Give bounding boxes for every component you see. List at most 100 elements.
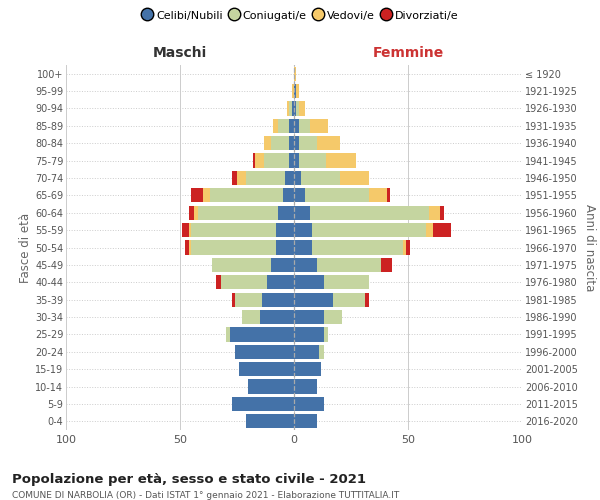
Bar [294, 344, 319, 359]
Bar [294, 188, 305, 202]
Y-axis label: Fasce di età: Fasce di età [19, 212, 32, 282]
Bar [294, 380, 317, 394]
Bar [274, 118, 278, 133]
Bar [312, 223, 426, 237]
Bar [294, 397, 323, 411]
Bar [289, 102, 292, 116]
Bar [185, 240, 189, 254]
Bar [433, 223, 451, 237]
Bar [365, 292, 369, 307]
Bar [289, 136, 294, 150]
Bar [191, 240, 276, 254]
Bar [406, 240, 410, 254]
Bar [323, 328, 328, 342]
Bar [248, 380, 294, 394]
Bar [317, 136, 340, 150]
Bar [253, 154, 255, 168]
Bar [278, 118, 289, 133]
Bar [278, 206, 294, 220]
Bar [294, 118, 299, 133]
Bar [428, 206, 440, 220]
Bar [301, 171, 340, 185]
Bar [246, 414, 294, 428]
Bar [232, 292, 235, 307]
Bar [260, 310, 294, 324]
Bar [292, 84, 294, 98]
Bar [182, 223, 189, 237]
Bar [239, 362, 294, 376]
Bar [388, 188, 390, 202]
Bar [294, 171, 301, 185]
Bar [221, 275, 266, 289]
Bar [369, 188, 388, 202]
Bar [294, 258, 317, 272]
Bar [323, 310, 342, 324]
Bar [198, 206, 278, 220]
Bar [265, 136, 271, 150]
Bar [235, 292, 262, 307]
Text: Popolazione per età, sesso e stato civile - 2021: Popolazione per età, sesso e stato civil… [12, 472, 366, 486]
Bar [426, 223, 433, 237]
Bar [310, 206, 428, 220]
Bar [294, 66, 296, 81]
Bar [194, 206, 198, 220]
Bar [305, 188, 369, 202]
Bar [265, 154, 289, 168]
Text: COMUNE DI NARBOLIA (OR) - Dati ISTAT 1° gennaio 2021 - Elaborazione TUTTITALIA.I: COMUNE DI NARBOLIA (OR) - Dati ISTAT 1° … [12, 491, 399, 500]
Bar [226, 328, 230, 342]
Bar [317, 258, 380, 272]
Bar [232, 171, 237, 185]
Bar [294, 240, 312, 254]
Bar [246, 171, 285, 185]
Bar [287, 102, 289, 116]
Bar [285, 171, 294, 185]
Bar [440, 206, 445, 220]
Bar [294, 275, 323, 289]
Bar [189, 223, 191, 237]
Bar [403, 240, 406, 254]
Bar [319, 344, 323, 359]
Bar [326, 154, 356, 168]
Bar [294, 328, 323, 342]
Bar [323, 275, 369, 289]
Bar [299, 136, 317, 150]
Bar [189, 206, 194, 220]
Y-axis label: Anni di nascita: Anni di nascita [583, 204, 596, 291]
Bar [340, 171, 369, 185]
Bar [203, 188, 209, 202]
Bar [289, 154, 294, 168]
Bar [242, 310, 260, 324]
Bar [299, 118, 310, 133]
Bar [266, 275, 294, 289]
Bar [271, 136, 289, 150]
Bar [292, 102, 294, 116]
Bar [255, 154, 265, 168]
Bar [294, 154, 299, 168]
Bar [294, 102, 296, 116]
Bar [235, 344, 294, 359]
Bar [237, 171, 246, 185]
Bar [212, 258, 271, 272]
Bar [276, 223, 294, 237]
Bar [271, 258, 294, 272]
Bar [232, 397, 294, 411]
Bar [294, 414, 317, 428]
Bar [262, 292, 294, 307]
Bar [294, 206, 310, 220]
Bar [310, 118, 328, 133]
Bar [294, 292, 333, 307]
Bar [294, 362, 322, 376]
Bar [230, 328, 294, 342]
Bar [296, 84, 299, 98]
Text: Maschi: Maschi [153, 46, 207, 60]
Bar [333, 292, 365, 307]
Bar [217, 275, 221, 289]
Bar [189, 240, 191, 254]
Text: Femmine: Femmine [373, 46, 443, 60]
Bar [276, 240, 294, 254]
Legend: Celibi/Nubili, Coniugati/e, Vedovi/e, Divorziati/e: Celibi/Nubili, Coniugati/e, Vedovi/e, Di… [137, 6, 463, 25]
Bar [299, 102, 305, 116]
Bar [296, 102, 299, 116]
Bar [294, 84, 296, 98]
Bar [380, 258, 392, 272]
